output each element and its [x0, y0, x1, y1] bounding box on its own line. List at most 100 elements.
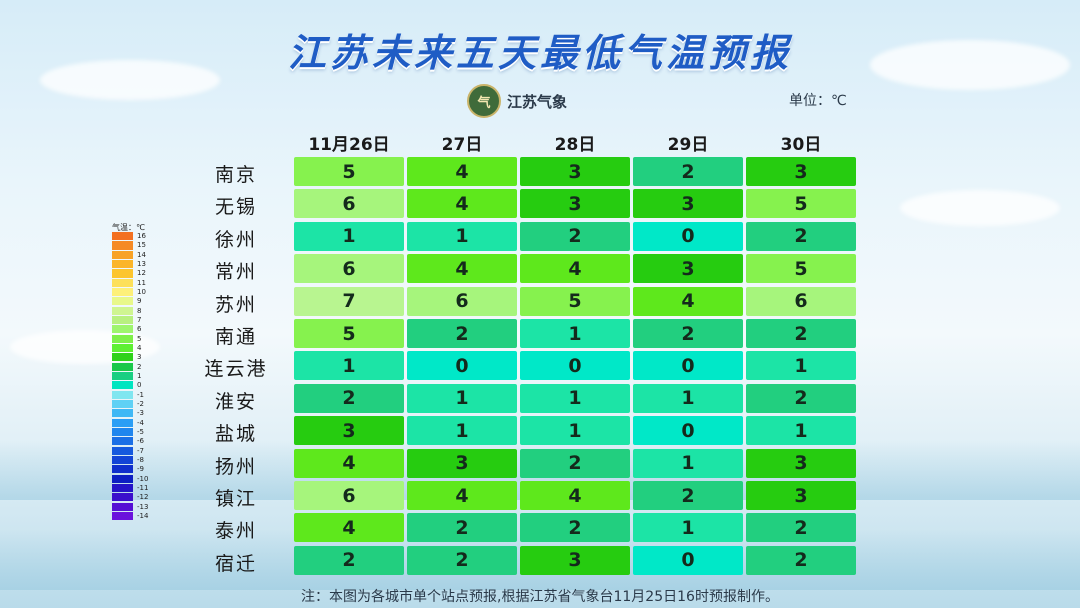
- legend-label: -2: [137, 399, 144, 408]
- background-cloud: [40, 60, 220, 100]
- temperature-cell: 4: [407, 481, 517, 510]
- legend-swatch: [112, 353, 133, 362]
- legend-label: -12: [137, 493, 149, 502]
- legend-swatch: [112, 325, 133, 334]
- temperature-cell: 2: [520, 448, 630, 478]
- legend-swatch: [112, 381, 133, 390]
- temperature-cell: 0: [633, 545, 743, 575]
- background-cloud: [870, 40, 1070, 90]
- legend-label: -11: [137, 483, 149, 492]
- legend-swatch: [112, 390, 133, 399]
- temperature-cell: 2: [407, 513, 517, 543]
- legend-label: 4: [137, 343, 142, 352]
- temperature-cell: 4: [520, 254, 630, 284]
- temperature-cell: 5: [746, 254, 856, 284]
- temperature-cell: 4: [294, 448, 404, 478]
- temperature-cell: 1: [746, 351, 856, 381]
- temperature-cell: 3: [294, 416, 404, 446]
- temperature-cell: 4: [407, 254, 517, 284]
- row-header-city: 连云港: [204, 358, 268, 381]
- legend-swatch: [112, 343, 133, 353]
- legend-label: -8: [137, 455, 144, 464]
- legend-label: 13: [137, 259, 146, 268]
- temperature-cell: 2: [746, 513, 856, 543]
- row-header-city: 泰州: [214, 520, 257, 543]
- temperature-cell: 4: [407, 189, 517, 219]
- column-header: 27日: [441, 135, 483, 155]
- row-header-city: 南京: [214, 164, 257, 186]
- temperature-cell: 2: [407, 319, 517, 348]
- legend-swatch: [112, 399, 133, 409]
- legend-label: 11: [137, 278, 146, 287]
- legend-swatch: [112, 409, 133, 418]
- logo-badge-icon: 气: [467, 84, 501, 118]
- row-header-city: 徐州: [214, 228, 257, 251]
- temperature-cell: 1: [520, 416, 630, 446]
- temperature-cell: 7: [294, 286, 404, 316]
- legend-label: 14: [137, 250, 146, 259]
- temperature-cell: 2: [294, 383, 404, 413]
- temperature-cell: 1: [746, 416, 856, 446]
- legend-swatch: [112, 483, 133, 493]
- legend-swatch: [112, 232, 133, 241]
- legend-swatch: [112, 465, 133, 474]
- temperature-cell: 3: [520, 545, 630, 575]
- temperature-cell: 5: [294, 157, 404, 186]
- temperature-cell: 2: [407, 545, 517, 575]
- legend-swatch: [112, 250, 133, 259]
- legend-swatch: [112, 371, 133, 381]
- background-cloud: [10, 330, 160, 364]
- legend-swatch: [112, 259, 133, 269]
- legend-label: 1: [137, 371, 142, 380]
- temperature-cell: 2: [294, 545, 404, 575]
- legend-label: -7: [137, 446, 144, 455]
- legend-label: 0: [137, 381, 142, 390]
- legend-label: -6: [137, 437, 144, 446]
- unit-label: 单位：℃: [789, 93, 847, 109]
- temperature-cell: 2: [746, 383, 856, 413]
- legend-title: 气温：℃: [112, 223, 145, 232]
- legend-label: 16: [137, 232, 146, 240]
- temperature-cell: 6: [746, 286, 856, 316]
- temperature-cell: 2: [746, 221, 856, 251]
- temperature-cell: 1: [633, 448, 743, 478]
- temperature-cell: 4: [407, 157, 517, 186]
- temperature-cell: 3: [633, 189, 743, 219]
- legend-swatch: [112, 287, 133, 297]
- row-header-city: 盐城: [214, 423, 257, 446]
- temperature-cell: 3: [520, 157, 630, 186]
- legend-swatch: [112, 334, 133, 343]
- legend-swatch: [112, 511, 133, 521]
- temperature-cell: 2: [746, 545, 856, 575]
- temperature-cell: 5: [520, 286, 630, 316]
- legend-swatch: [112, 269, 133, 278]
- temperature-cell: 3: [746, 448, 856, 478]
- temperature-cell: 3: [407, 448, 517, 478]
- temperature-cell: 3: [633, 254, 743, 284]
- page-title: 江苏未来五天最低气温预报: [287, 31, 792, 75]
- temperature-cell: 0: [633, 416, 743, 446]
- legend-label: -13: [137, 502, 149, 511]
- temperature-cell: 5: [294, 319, 404, 348]
- column-header: 11月26日: [308, 135, 390, 155]
- legend-swatch: [112, 502, 133, 511]
- legend-swatch: [112, 427, 133, 437]
- row-header-city: 无锡: [214, 196, 257, 219]
- temperature-cell: 4: [294, 513, 404, 543]
- legend-label: -9: [137, 465, 144, 474]
- temperature-cell: 2: [520, 513, 630, 543]
- row-header-city: 常州: [214, 261, 257, 284]
- legend-swatch: [112, 446, 133, 455]
- legend-label: 10: [137, 287, 146, 296]
- temperature-cell: 1: [633, 513, 743, 543]
- temperature-cell: 0: [520, 351, 630, 381]
- logo-text: 江苏气象: [507, 92, 568, 111]
- row-header-city: 扬州: [214, 455, 257, 478]
- temperature-cell: 1: [407, 383, 517, 413]
- temperature-cell: 2: [633, 319, 743, 348]
- row-header-city: 淮安: [214, 390, 257, 413]
- legend-swatch: [112, 362, 133, 371]
- temperature-cell: 0: [633, 221, 743, 251]
- temperature-cell: 3: [746, 157, 856, 186]
- legend-label: 6: [137, 325, 142, 334]
